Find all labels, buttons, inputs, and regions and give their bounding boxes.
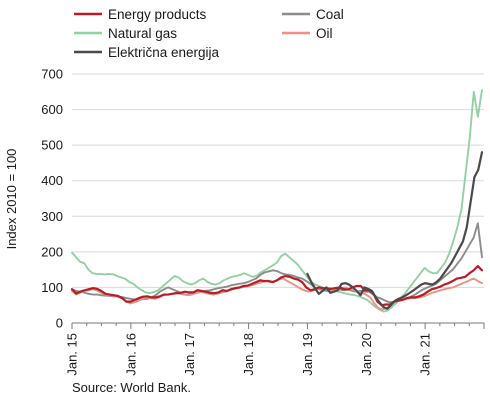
x-tick-label: Jan. 21: [418, 333, 433, 376]
y-tick-label: 200: [41, 244, 63, 259]
x-tick-label: Jan. 17: [182, 333, 197, 376]
x-tick-label: Jan. 16: [123, 333, 138, 376]
x-tick-label: Jan. 20: [359, 333, 374, 376]
x-tick-label: Jan. 15: [65, 333, 80, 376]
x-tick-label: Jan. 18: [241, 333, 256, 376]
series-line-energy-products: [70, 264, 484, 307]
source-note: Source: World Bank.: [72, 380, 191, 395]
series-lines: [70, 89, 484, 313]
series-line-natural-gas: [71, 89, 483, 313]
legend-label-natural-gas: Natural gas: [108, 26, 177, 41]
x-axis: Jan. 15 Jan. 16 Jan. 17 Jan. 18 Jan. 19 Jan. …: [65, 322, 485, 376]
y-tick-label: 400: [41, 173, 63, 188]
y-axis: 0 100 200 300 400 500 600 700: [41, 67, 63, 331]
legend-label-elektri-na-energija: Električna energija: [108, 45, 220, 60]
y-tick-label: 500: [41, 138, 63, 153]
y-tick-label: 300: [41, 209, 63, 224]
y-axis-title: Index 2010 = 100: [4, 149, 19, 250]
y-tick-label: 0: [56, 316, 63, 331]
y-tick-label: 600: [41, 102, 63, 117]
y-tick-label: 700: [41, 67, 63, 82]
x-tick-label: Jan. 19: [300, 333, 315, 376]
legend-label-coal: Coal: [316, 7, 344, 22]
gridlines: [72, 73, 484, 288]
y-tick-label: 100: [41, 280, 63, 295]
series-line-elektri-na-energija: [306, 151, 484, 310]
legend: Energy products Coal Natural gas Oil Elektri…: [74, 7, 344, 60]
legend-label-energy-products: Energy products: [108, 7, 207, 22]
legend-label-oil: Oil: [316, 26, 333, 41]
